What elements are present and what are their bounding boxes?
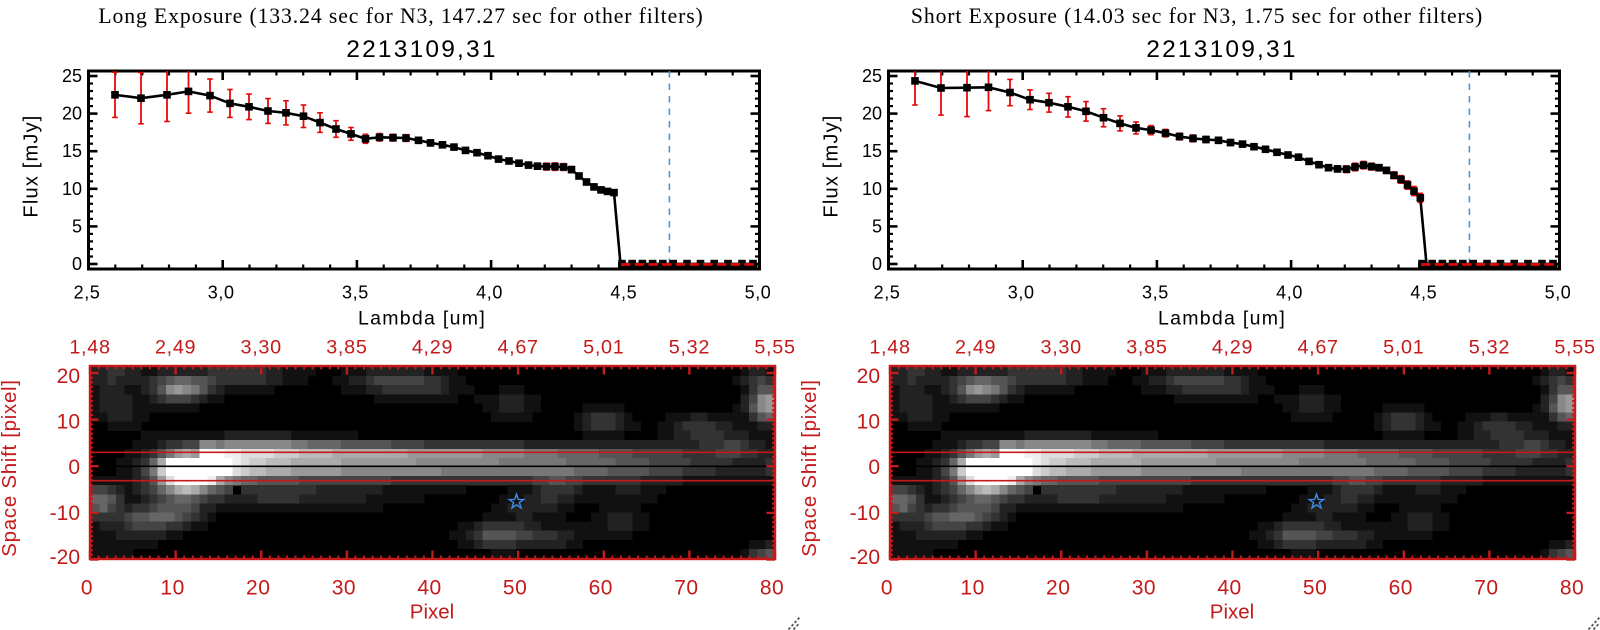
svg-text:2,5: 2,5 [874, 283, 901, 303]
svg-text:0: 0 [68, 456, 80, 479]
svg-text:4,5: 4,5 [1410, 283, 1437, 303]
svg-text:60: 60 [589, 577, 613, 600]
svg-text:4,29: 4,29 [412, 337, 453, 359]
svg-text:70: 70 [1474, 577, 1498, 600]
svg-text:80: 80 [1560, 577, 1584, 600]
svg-text:0: 0 [72, 254, 82, 274]
svg-text:80: 80 [760, 577, 784, 600]
svg-text:-10: -10 [50, 502, 80, 525]
svg-text:0: 0 [872, 254, 882, 274]
svg-text:10: 10 [57, 411, 80, 434]
svg-text:5,55: 5,55 [754, 337, 795, 359]
svg-text:5,32: 5,32 [669, 337, 710, 359]
svg-text:50: 50 [503, 577, 527, 600]
svg-text:3,5: 3,5 [342, 283, 369, 303]
svg-text:10: 10 [62, 179, 82, 199]
svg-text:-20: -20 [850, 546, 880, 569]
svg-text:2213109,31: 2213109,31 [1146, 36, 1297, 63]
svg-text:4,67: 4,67 [1297, 337, 1338, 359]
svg-text:4,5: 4,5 [610, 283, 637, 303]
svg-text:3,30: 3,30 [241, 337, 282, 359]
svg-text:-10: -10 [850, 502, 880, 525]
svg-text:20: 20 [1046, 577, 1070, 600]
svg-text:5,55: 5,55 [1554, 337, 1595, 359]
svg-text:10: 10 [862, 179, 882, 199]
svg-text:4,67: 4,67 [497, 337, 538, 359]
svg-text:5,32: 5,32 [1469, 337, 1510, 359]
svg-text:15: 15 [862, 141, 882, 161]
svg-text:5,01: 5,01 [583, 337, 624, 359]
svg-text:Lambda [um]: Lambda [um] [1158, 308, 1286, 330]
svg-text:3,85: 3,85 [326, 337, 367, 359]
svg-text:50: 50 [1303, 577, 1327, 600]
svg-text:2,5: 2,5 [74, 283, 101, 303]
svg-text:Flux [mJy]: Flux [mJy] [21, 114, 43, 217]
svg-text:Space Shift [pixel]: Space Shift [pixel] [0, 379, 21, 556]
svg-text:0: 0 [868, 456, 880, 479]
svg-text:Pixel: Pixel [410, 601, 454, 624]
svg-text:5: 5 [72, 216, 82, 236]
svg-text:20: 20 [62, 104, 82, 124]
svg-text:2,49: 2,49 [955, 337, 996, 359]
svg-text:10: 10 [160, 577, 184, 600]
svg-text:2213109,31: 2213109,31 [346, 36, 497, 63]
svg-text:5,01: 5,01 [1383, 337, 1424, 359]
svg-text:3,5: 3,5 [1142, 283, 1169, 303]
svg-text:Flux [mJy]: Flux [mJy] [821, 114, 843, 217]
svg-text:20: 20 [246, 577, 270, 600]
svg-text:15: 15 [62, 141, 82, 161]
svg-text:4,0: 4,0 [476, 283, 503, 303]
svg-text:2,49: 2,49 [155, 337, 196, 359]
svg-text:Lambda [um]: Lambda [um] [358, 308, 486, 330]
svg-text:-20: -20 [50, 546, 80, 569]
svg-text:0: 0 [881, 577, 893, 600]
svg-text:10: 10 [960, 577, 984, 600]
svg-text:Pixel: Pixel [1210, 601, 1254, 624]
svg-text:30: 30 [1132, 577, 1156, 600]
svg-text:60: 60 [1389, 577, 1413, 600]
svg-text:5: 5 [872, 216, 882, 236]
svg-text:30: 30 [332, 577, 356, 600]
svg-text:4,0: 4,0 [1276, 283, 1303, 303]
svg-text:10: 10 [857, 411, 880, 434]
svg-text:3,85: 3,85 [1126, 337, 1167, 359]
svg-text:20: 20 [57, 365, 80, 388]
svg-text:Long Exposure (133.24 sec for: Long Exposure (133.24 sec for N3, 147.27… [98, 4, 703, 28]
svg-text:25: 25 [62, 66, 82, 86]
svg-text:1,48: 1,48 [69, 337, 110, 359]
svg-text:3,0: 3,0 [208, 283, 235, 303]
svg-text:Space Shift [pixel]: Space Shift [pixel] [798, 379, 821, 556]
svg-text:0: 0 [81, 577, 93, 600]
svg-text:40: 40 [417, 577, 441, 600]
svg-text:20: 20 [862, 104, 882, 124]
svg-text:5,0: 5,0 [1545, 283, 1572, 303]
svg-text:Short Exposure (14.03 sec for: Short Exposure (14.03 sec for N3, 1.75 s… [911, 4, 1483, 28]
svg-text:3,30: 3,30 [1041, 337, 1082, 359]
svg-text:1,48: 1,48 [869, 337, 910, 359]
svg-text:25: 25 [862, 66, 882, 86]
svg-text:4,29: 4,29 [1212, 337, 1253, 359]
svg-text:40: 40 [1217, 577, 1241, 600]
svg-text:5,0: 5,0 [745, 283, 772, 303]
svg-text:3,0: 3,0 [1008, 283, 1035, 303]
svg-text:20: 20 [857, 365, 880, 388]
svg-text:70: 70 [674, 577, 698, 600]
